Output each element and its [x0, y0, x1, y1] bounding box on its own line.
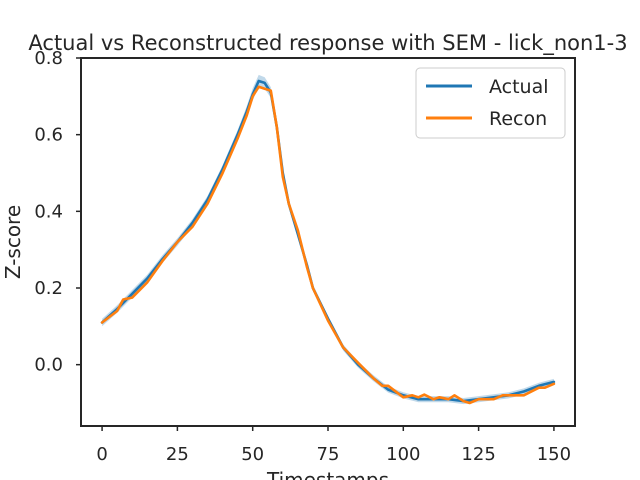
x-tick-label: 125 — [461, 444, 495, 465]
plot-area — [100, 74, 556, 405]
legend: Actual Recon — [415, 67, 566, 139]
x-tick-label: 25 — [166, 444, 189, 465]
y-tick-label: 0.0 — [34, 355, 63, 376]
series-line-recon — [100, 85, 556, 405]
y-tick-label: 0.6 — [34, 125, 63, 146]
y-tick-label: 0.8 — [34, 48, 63, 69]
x-tick-label: 0 — [96, 444, 107, 465]
chart-title: Actual vs Reconstructed response with SE… — [28, 31, 627, 56]
legend-label-recon: Recon — [489, 108, 547, 130]
x-tick-label: 75 — [317, 444, 340, 465]
legend-label-actual: Actual — [489, 76, 549, 98]
y-axis: 0.0 0.2 0.4 0.6 0.8 — [34, 48, 81, 376]
x-axis: 0 25 50 75 100 125 150 — [96, 426, 571, 465]
y-tick-label: 0.2 — [34, 278, 63, 299]
x-tick-label: 150 — [537, 444, 571, 465]
x-axis-label: Timestamps — [266, 468, 389, 480]
y-axis-label: Z-score — [1, 205, 25, 279]
x-tick-label: 100 — [386, 444, 420, 465]
y-tick-label: 0.4 — [34, 201, 63, 222]
x-tick-label: 50 — [241, 444, 264, 465]
